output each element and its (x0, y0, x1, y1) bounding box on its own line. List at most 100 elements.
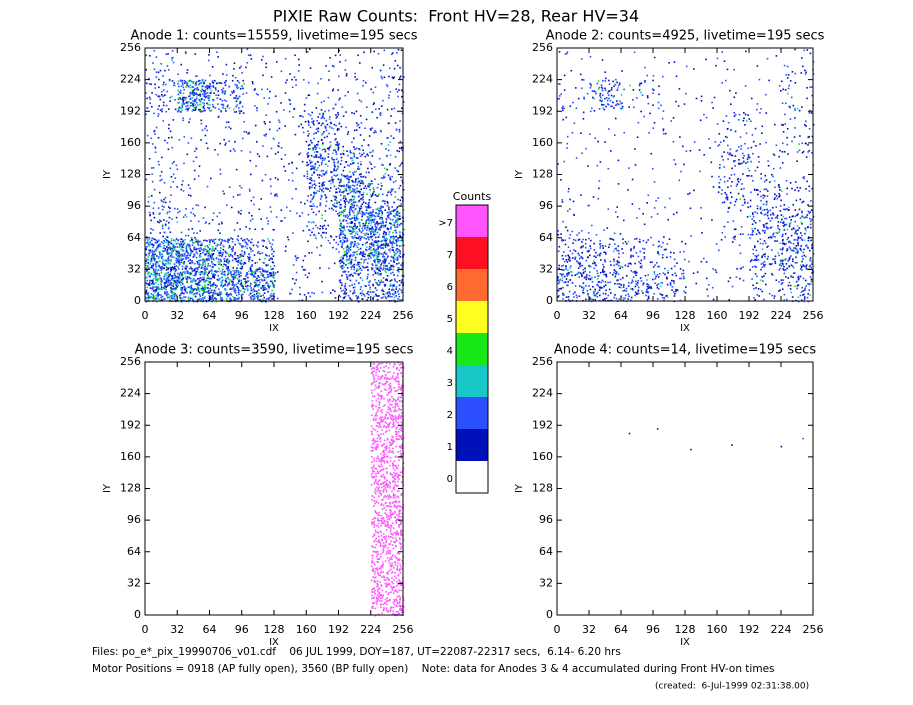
count-dot (327, 239, 330, 242)
count-dot (197, 247, 200, 250)
count-dot (320, 175, 323, 177)
count-dot (222, 244, 224, 247)
count-dot (157, 269, 160, 271)
count-dot (222, 103, 224, 106)
count-dot (391, 175, 393, 178)
count-dot (242, 262, 244, 264)
count-dot (262, 274, 265, 276)
count-dot (336, 141, 339, 144)
count-dot (357, 273, 360, 275)
count-dot (188, 107, 191, 109)
count-dot (212, 275, 214, 278)
count-dot (307, 81, 310, 84)
count-dot (216, 82, 218, 85)
count-dot (233, 272, 236, 274)
count-dot (171, 218, 173, 221)
count-dot (326, 135, 328, 138)
count-dot (398, 218, 400, 220)
count-dot (364, 155, 367, 158)
count-dot (240, 274, 242, 277)
count-dot (566, 273, 569, 276)
count-dot (396, 91, 399, 93)
count-dot (368, 284, 370, 286)
count-dot (189, 118, 191, 120)
density-cell (370, 238, 405, 271)
count-dot (169, 248, 172, 251)
count-dot (343, 184, 345, 187)
count-dot (385, 271, 387, 274)
count-dot (313, 205, 316, 207)
count-dot (363, 284, 366, 287)
count-dot (145, 68, 147, 71)
count-dot (207, 85, 209, 88)
count-dot (148, 263, 151, 266)
count-dot (339, 240, 342, 242)
count-dot (350, 198, 352, 201)
count-dot (382, 236, 384, 238)
count-dot (164, 249, 167, 251)
count-dot (154, 270, 156, 273)
count-dot (267, 276, 270, 278)
count-dot (250, 297, 253, 300)
count-dot (240, 253, 243, 255)
count-dot (379, 129, 382, 132)
count-dot (352, 173, 355, 176)
count-dot (265, 264, 268, 267)
count-dot (233, 298, 235, 300)
count-dot (297, 70, 300, 72)
count-dot (296, 212, 298, 215)
count-dot (269, 121, 271, 123)
count-dot (594, 298, 597, 301)
count-dot (225, 74, 228, 76)
count-dot (242, 278, 245, 280)
count-dot (146, 236, 148, 238)
count-dot (217, 279, 220, 282)
count-dot (151, 249, 154, 252)
count-dot (235, 269, 238, 272)
count-dot (159, 69, 162, 72)
count-dot (346, 174, 349, 177)
count-dot (158, 163, 160, 166)
density-cell (145, 175, 179, 207)
count-dot (167, 261, 170, 264)
count-dot (190, 289, 192, 292)
count-dot (585, 278, 587, 281)
count-dot (381, 217, 383, 220)
count-dot (159, 243, 161, 245)
count-dot (154, 253, 156, 256)
count-dot (375, 251, 377, 253)
count-dot (194, 84, 197, 86)
count-dot (329, 141, 332, 143)
count-dot (356, 78, 359, 80)
y-tick-label: 128 (120, 168, 141, 181)
count-dot (334, 149, 336, 151)
count-dot (316, 246, 318, 249)
count-dot (352, 237, 355, 239)
count-dot (362, 191, 365, 194)
count-dot (376, 283, 378, 285)
count-dot (310, 221, 313, 224)
count-dot (399, 184, 402, 187)
count-dot (358, 274, 360, 276)
count-dot (209, 277, 212, 280)
count-dot (398, 128, 401, 131)
count-dot (339, 220, 341, 222)
count-dot (182, 271, 184, 274)
count-dot (313, 233, 315, 236)
count-dot (592, 298, 594, 301)
count-dot (395, 288, 397, 290)
count-dot (398, 89, 400, 91)
count-dot (320, 163, 323, 166)
count-dot (343, 190, 346, 192)
count-dot (321, 291, 324, 294)
x-axis-label: IX (269, 323, 279, 334)
count-dot (251, 259, 254, 262)
count-dot (173, 266, 176, 268)
count-dot (236, 267, 238, 269)
count-dot (174, 292, 177, 295)
count-dot (349, 274, 352, 276)
count-dot (578, 295, 581, 297)
count-dot (181, 278, 184, 280)
count-dot (235, 86, 238, 88)
count-dot (367, 254, 370, 256)
